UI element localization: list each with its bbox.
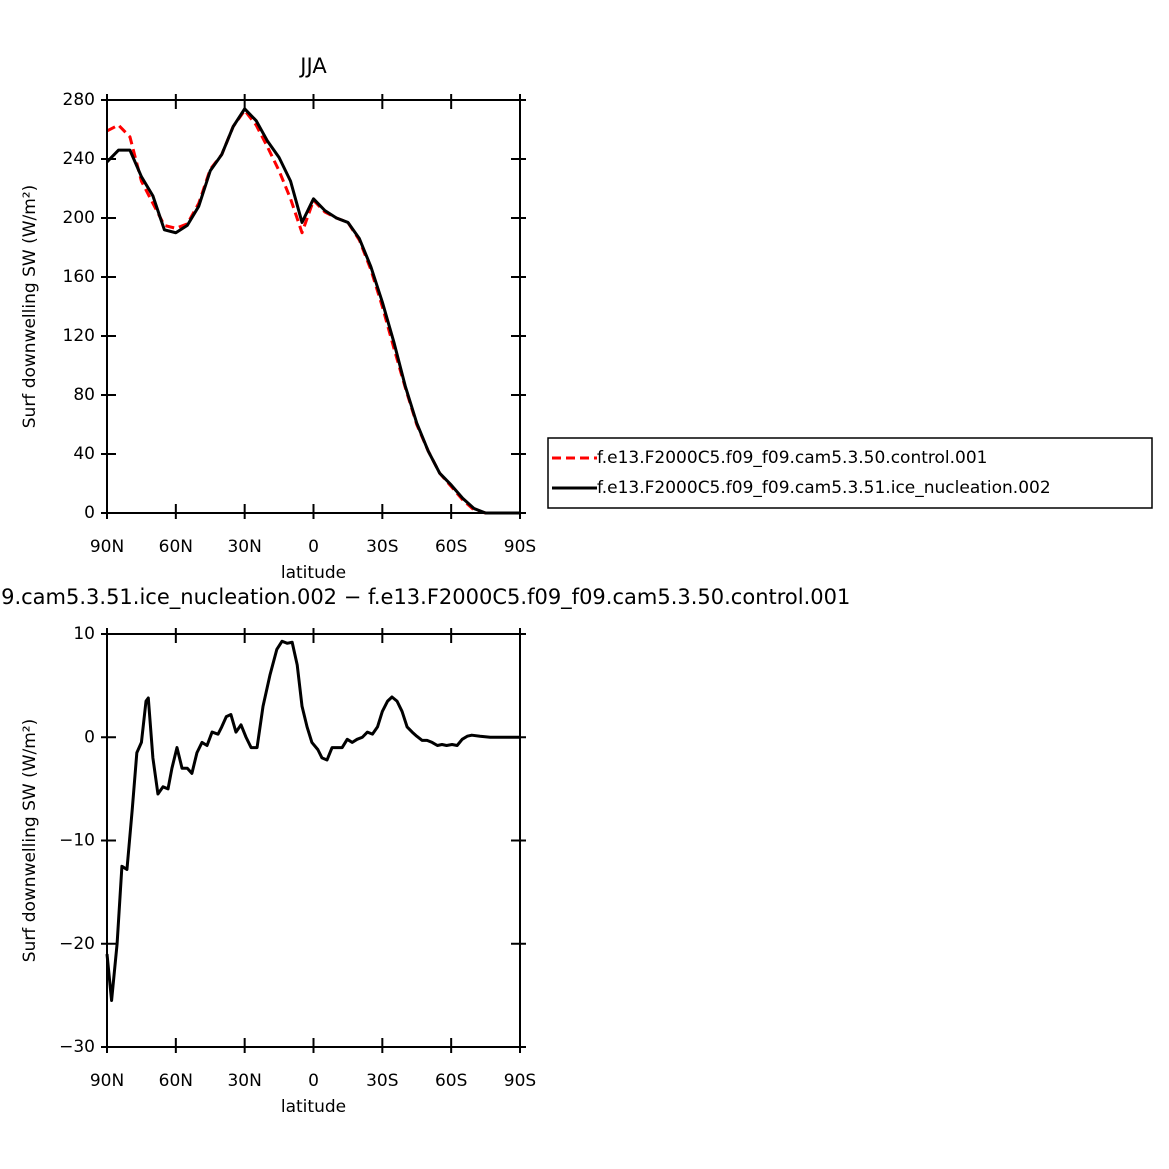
y-tick-label: −10 — [59, 831, 95, 851]
x-tick-label: 90S — [504, 1071, 536, 1091]
x-axis-label: latitude — [281, 563, 346, 583]
x-tick-label: 30N — [227, 537, 261, 557]
x-tick-label: 60N — [159, 1071, 193, 1091]
y-tick-label: 0 — [84, 503, 95, 523]
x-tick-label: 90N — [90, 537, 124, 557]
plot-frame — [106, 633, 521, 1048]
y-tick-label: 240 — [63, 149, 95, 169]
y-tick-label: 0 — [84, 727, 95, 747]
y-tick-label: 280 — [63, 90, 95, 110]
x-axis-label: latitude — [281, 1097, 346, 1117]
x-tick-label: 60S — [435, 537, 467, 557]
y-tick-label: −20 — [59, 934, 95, 954]
legend-label: f.e13.F2000C5.f09_f09.cam5.3.50.control.… — [597, 448, 988, 468]
y-tick-label: 160 — [63, 267, 95, 287]
plot-frame — [106, 99, 521, 514]
y-tick-label: 10 — [73, 624, 95, 644]
x-tick-label: 30S — [366, 537, 398, 557]
data-line — [106, 108, 520, 515]
x-tick-label: 30N — [227, 1071, 261, 1091]
data-line — [105, 107, 520, 515]
x-tick-label: 0 — [308, 1071, 319, 1091]
chart-title: JJA — [298, 54, 327, 78]
y-tick-label: 80 — [73, 385, 95, 405]
y-tick-label: 40 — [73, 444, 95, 464]
x-tick-label: 30S — [366, 1071, 398, 1091]
legend-box — [547, 437, 1153, 509]
x-tick-label: 60S — [435, 1071, 467, 1091]
y-tick-label: −30 — [59, 1037, 95, 1057]
chart-title: f.e13.F2000C5.f09_f09.cam5.3.51.ice_nucl… — [0, 585, 850, 610]
y-tick-label: 200 — [63, 208, 95, 228]
y-axis-label: Surf downwelling SW (W/m²) — [20, 185, 40, 429]
legend-label: f.e13.F2000C5.f09_f09.cam5.3.51.ice_nucl… — [597, 478, 1051, 498]
x-tick-label: 90S — [504, 537, 536, 557]
y-tick-label: 120 — [63, 326, 95, 346]
x-tick-label: 0 — [308, 537, 319, 557]
x-tick-label: 60N — [159, 537, 193, 557]
y-axis-label: Surf downwelling SW (W/m²) — [20, 719, 40, 963]
data-line — [105, 639, 520, 1003]
x-tick-label: 90N — [90, 1071, 124, 1091]
